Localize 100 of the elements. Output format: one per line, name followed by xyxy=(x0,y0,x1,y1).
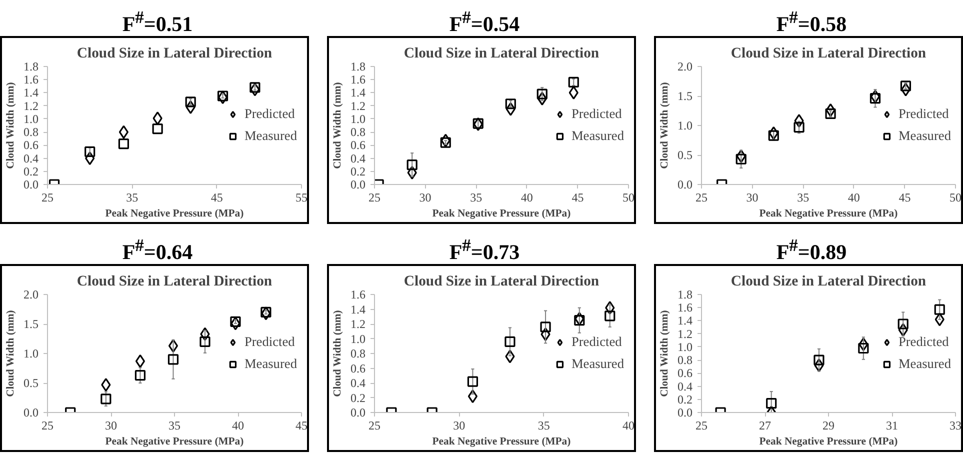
y-tick-label: 2.0 xyxy=(678,60,692,74)
x-tick-label: 35 xyxy=(538,418,550,432)
x-tick-label: 30 xyxy=(419,190,432,204)
point xyxy=(736,154,746,164)
point xyxy=(540,322,551,332)
x-tick-label: 27 xyxy=(759,418,771,432)
legend-label: Measured xyxy=(898,128,951,144)
legend-label: Measured xyxy=(571,356,624,372)
y-tick-label: 0.4 xyxy=(678,379,692,394)
y-tick-label: 0.5 xyxy=(678,148,692,162)
legend-label: Measured xyxy=(898,356,951,372)
point xyxy=(217,90,228,102)
y-tick-label: 1.0 xyxy=(678,340,692,354)
point xyxy=(568,76,579,88)
x-tick-label: 25 xyxy=(696,418,708,432)
y-tick-label: 0.6 xyxy=(678,366,692,380)
point xyxy=(870,93,881,104)
y-tick-label: 1.6 xyxy=(678,300,692,315)
x-tick-label: 50 xyxy=(622,190,634,204)
legend-label: Measured xyxy=(571,128,624,144)
x-tick-label: 31 xyxy=(886,418,898,432)
point xyxy=(934,304,945,315)
point xyxy=(118,138,129,150)
y-tick-label: 0.8 xyxy=(350,346,366,360)
y-tick-label: 0.4 xyxy=(350,151,366,166)
x-tick-label: 55 xyxy=(296,190,308,204)
point xyxy=(768,126,778,140)
point xyxy=(100,394,112,404)
point xyxy=(574,315,585,326)
x-tick-label: 45 xyxy=(210,190,223,204)
y-tick-label: 1.4 xyxy=(350,86,366,100)
point xyxy=(250,82,260,93)
chart-title: F$^{#}$=0.64 xyxy=(121,234,194,266)
chart-title: F$^{#}$=0.54 xyxy=(448,6,521,38)
y-tick-label: 0.0 xyxy=(24,178,38,192)
y-tick-label: 1.0 xyxy=(24,112,38,126)
y-tick-label: 0.0 xyxy=(24,406,38,420)
x-tick-label: 40 xyxy=(622,418,634,432)
x-axis-title: Peak Negative Pressure (MPa) xyxy=(432,208,572,220)
x-tick-label: 35 xyxy=(470,190,482,204)
y-tick-label: 0.2 xyxy=(350,390,366,405)
point xyxy=(440,134,450,148)
point xyxy=(200,327,210,341)
y-tick-label: 0.2 xyxy=(678,392,692,406)
y-tick-label: 1.6 xyxy=(24,72,38,87)
y-tick-label: 1.4 xyxy=(350,302,366,316)
y-tick-label: 0.4 xyxy=(350,376,366,390)
point xyxy=(766,398,777,409)
x-tick-label: 45 xyxy=(296,418,308,432)
point xyxy=(468,389,478,404)
x-tick-label: 29 xyxy=(822,418,834,432)
x-tick-label: 25 xyxy=(368,190,380,204)
y-axis-title: Cloud Width (mm) xyxy=(6,82,16,169)
chart-title: F$^{#}$=0.73 xyxy=(448,234,521,266)
y-tick-label: 1.8 xyxy=(350,60,366,74)
chart-subtitle: Cloud Size in Lateral Direction xyxy=(76,46,272,62)
y-tick-label: 1.6 xyxy=(350,72,366,87)
y-tick-label: 0.8 xyxy=(24,125,38,140)
point xyxy=(505,350,515,364)
y-axis-title: Cloud Width (mm) xyxy=(660,310,670,397)
y-tick-label: 1.8 xyxy=(678,288,692,302)
x-axis-title: Peak Negative Pressure (MPa) xyxy=(105,208,244,220)
y-axis-title: Cloud Width (mm) xyxy=(6,310,16,397)
x-tick-label: 35 xyxy=(797,190,810,204)
point xyxy=(934,312,944,326)
point xyxy=(814,358,824,372)
legend-label: Predicted xyxy=(244,106,295,122)
legend-label: Measured xyxy=(244,128,297,144)
y-tick-label: 1.5 xyxy=(24,317,38,331)
point xyxy=(814,354,824,366)
x-tick-label: 25 xyxy=(42,418,54,432)
point xyxy=(407,166,417,180)
x-tick-label: 50 xyxy=(950,190,962,204)
y-tick-label: 1.0 xyxy=(678,118,692,132)
point xyxy=(467,376,478,387)
legend-label: Predicted xyxy=(898,334,949,350)
y-tick-label: 0.0 xyxy=(678,406,692,420)
y-tick-label: 1.0 xyxy=(350,112,366,126)
y-tick-label: 1.2 xyxy=(678,326,692,341)
y-axis-title: Cloud Width (mm) xyxy=(660,82,670,169)
y-tick-label: 1.4 xyxy=(678,314,692,328)
point xyxy=(250,82,260,96)
point xyxy=(768,130,779,141)
chart-subtitle: Cloud Size in Lateral Direction xyxy=(404,274,600,290)
y-tick-label: 0.2 xyxy=(350,164,366,178)
point xyxy=(900,82,911,96)
point xyxy=(406,160,418,170)
y-tick-label: 2.0 xyxy=(24,288,38,302)
point xyxy=(135,354,146,368)
point xyxy=(858,342,869,354)
point xyxy=(898,323,908,337)
point xyxy=(505,98,516,110)
x-axis-title: Peak Negative Pressure (MPa) xyxy=(105,436,244,448)
point xyxy=(185,96,196,108)
point xyxy=(858,338,868,352)
y-tick-label: 0.0 xyxy=(350,178,366,192)
point xyxy=(736,149,746,163)
x-tick-label: 45 xyxy=(572,190,584,204)
y-tick-label: 0.6 xyxy=(24,138,38,152)
chart-subtitle: Cloud Size in Lateral Direction xyxy=(76,274,272,290)
